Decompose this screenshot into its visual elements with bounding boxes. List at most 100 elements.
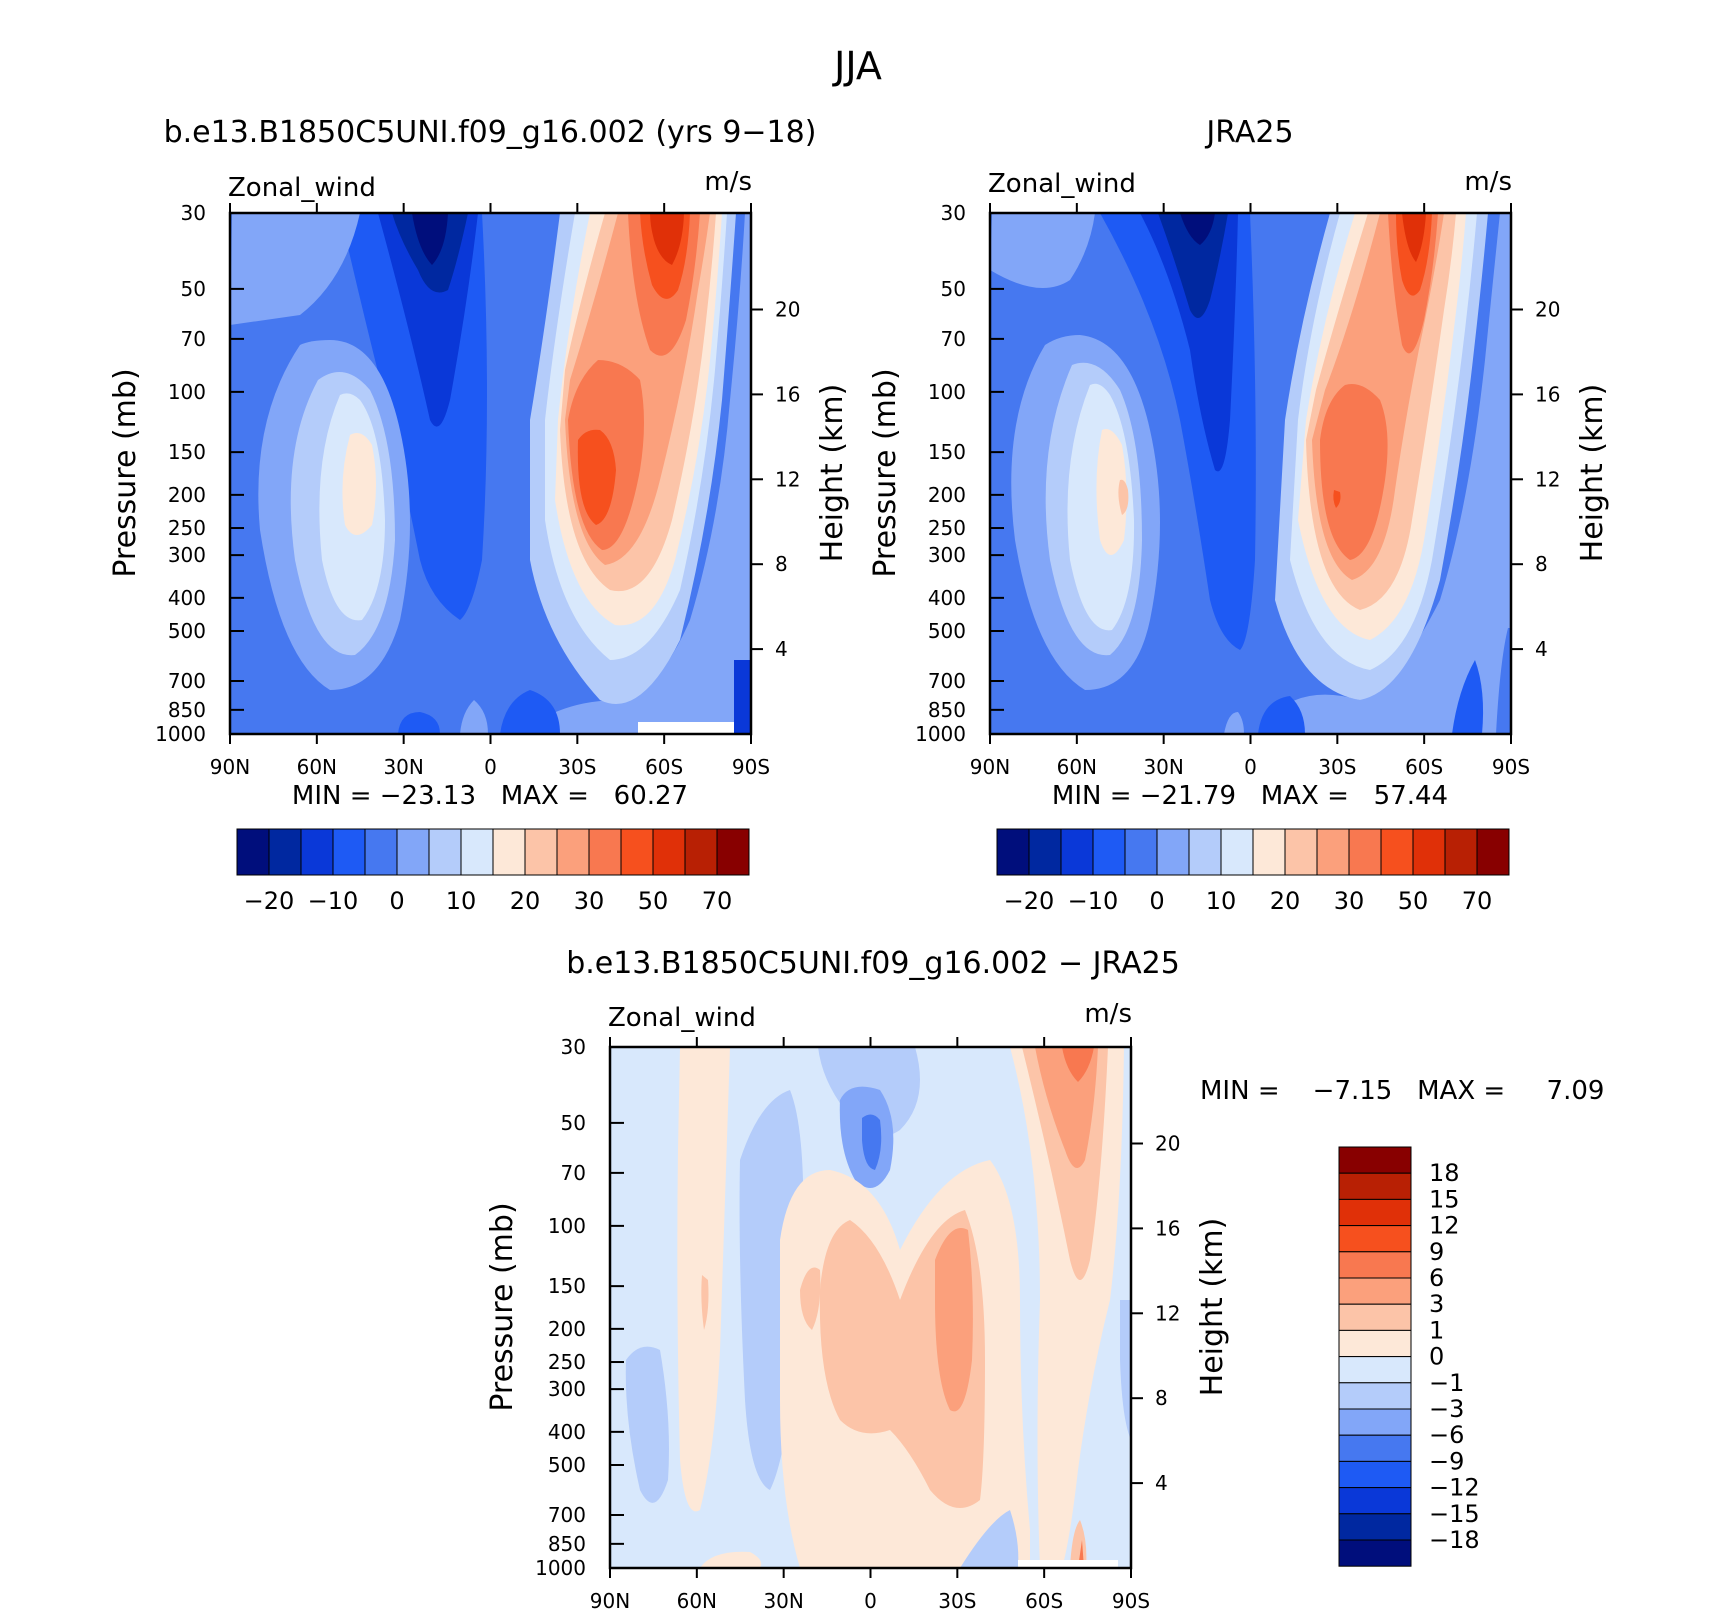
- colorbar-label: 50: [1398, 887, 1429, 915]
- panel-title: b.e13.B1850C5UNI.f09_g16.002 (yrs 9−18): [164, 115, 817, 150]
- variable-label: Zonal_wind: [608, 1003, 756, 1033]
- colorbar-swatch: [1220, 828, 1254, 876]
- y-axis-label: Pressure (mb): [108, 368, 143, 577]
- colorbar-swatch: [684, 828, 718, 876]
- variable-label: Zonal_wind: [988, 169, 1136, 199]
- units-label: m/s: [704, 167, 752, 197]
- latitude-axis: 90N 60N 30N 0 30S 60S 90S: [970, 203, 1530, 779]
- height-axis: 4 8 12 16 20: [1511, 297, 1560, 661]
- colorbar-swatch: [1338, 1539, 1412, 1567]
- pressure-tick-label: 850: [548, 1532, 586, 1556]
- lat-tick-label: 90N: [210, 755, 250, 779]
- height-tick-label: 16: [1155, 1216, 1180, 1240]
- height-tick-label: 4: [1155, 1471, 1168, 1495]
- contour-band: [1118, 479, 1129, 515]
- colorbar-label: 10: [446, 887, 477, 915]
- colorbar-swatch: [1338, 1251, 1412, 1279]
- units-label: m/s: [1464, 167, 1512, 197]
- variable-label: Zonal_wind: [228, 173, 376, 203]
- lat-tick-label: 30N: [383, 755, 423, 779]
- colorbar-label: 3: [1429, 1290, 1444, 1318]
- missing-data: [638, 722, 738, 734]
- colorbar-label: 1: [1429, 1316, 1444, 1344]
- height-axis: 4 8 12 16 20: [751, 297, 800, 661]
- contour-band: [734, 660, 751, 734]
- pressure-tick-label: 30: [941, 201, 966, 225]
- height-tick-label: 8: [1155, 1386, 1168, 1410]
- pressure-tick-label: 1000: [535, 1556, 586, 1580]
- panel-title: b.e13.B1850C5UNI.f09_g16.002 − JRA25: [566, 946, 1180, 981]
- colorbar-label: 9: [1429, 1238, 1444, 1266]
- contour-band: [412, 213, 448, 265]
- colorbar-label: −10: [1068, 887, 1119, 915]
- colorbar-label: −15: [1429, 1500, 1480, 1528]
- pressure-tick-label: 50: [941, 277, 966, 301]
- colorbar-obs: −20 −10 0 10 20 30 50 70: [996, 828, 1510, 915]
- height-tick-label: 20: [775, 297, 800, 321]
- contour-band: [800, 1267, 821, 1330]
- colorbar-swatch: [556, 828, 590, 876]
- y2-axis-label: Height (km): [815, 384, 850, 563]
- pressure-tick-label: 100: [548, 1214, 586, 1238]
- contour-field: [230, 213, 751, 734]
- pressure-tick-label: 200: [548, 1317, 586, 1341]
- height-tick-label: 12: [1535, 467, 1560, 491]
- pressure-tick-label: 400: [168, 586, 206, 610]
- lat-tick-label: 90S: [1492, 755, 1530, 779]
- colorbar-swatch: [1338, 1356, 1412, 1384]
- panel-model: b.e13.B1850C5UNI.f09_g16.002 (yrs 9−18) …: [108, 115, 850, 915]
- height-tick-label: 16: [775, 382, 800, 406]
- min-max-label: MIN = −7.15 MAX = 7.09: [1200, 1076, 1604, 1106]
- colorbar-swatch: [1338, 1225, 1412, 1253]
- colorbar-label: 20: [510, 887, 541, 915]
- lat-tick-label: 90S: [1112, 1589, 1150, 1611]
- colorbar-swatch: [1188, 828, 1222, 876]
- colorbar-swatch: [428, 828, 462, 876]
- min-max-label: MIN = −23.13 MAX = 60.27: [292, 781, 688, 811]
- colorbar-swatch: [588, 828, 622, 876]
- colorbar-label: −18: [1429, 1526, 1480, 1554]
- colorbar-swatch: [1338, 1487, 1412, 1515]
- contour-band: [500, 690, 560, 734]
- pressure-tick-label: 30: [181, 201, 206, 225]
- pressure-tick-label: 200: [928, 483, 966, 507]
- colorbar-swatch: [1156, 828, 1190, 876]
- lat-tick-label: 30N: [1143, 755, 1183, 779]
- colorbar-swatch: [996, 828, 1030, 876]
- pressure-tick-label: 500: [548, 1453, 586, 1477]
- colorbar-label: 70: [702, 887, 733, 915]
- colorbar-swatch: [1316, 828, 1350, 876]
- contour-band: [1062, 1047, 1094, 1082]
- pressure-tick-label: 1000: [155, 722, 206, 746]
- contour-band: [1120, 1300, 1131, 1440]
- height-tick-label: 4: [1535, 637, 1548, 661]
- colorbar-swatch: [620, 828, 654, 876]
- colorbar-swatch: [524, 828, 558, 876]
- panel-diff: b.e13.B1850C5UNI.f09_g16.002 − JRA25 Zon…: [485, 946, 1604, 1613]
- height-tick-label: 12: [775, 467, 800, 491]
- pressure-tick-label: 400: [548, 1420, 586, 1444]
- colorbar-swatch: [1338, 1303, 1412, 1331]
- pressure-tick-label: 500: [168, 619, 206, 643]
- pressure-tick-label: 700: [928, 669, 966, 693]
- colorbar-swatch: [1028, 828, 1062, 876]
- colorbar-label: −20: [244, 887, 295, 915]
- contour-band: [1224, 712, 1244, 734]
- colorbar-swatch: [1338, 1146, 1412, 1174]
- contour-band: [1402, 213, 1426, 262]
- y-axis-label: Pressure (mb): [868, 368, 903, 577]
- contour-band: [1180, 213, 1215, 245]
- colorbar-swatch: [492, 828, 526, 876]
- pressure-tick-label: 300: [928, 543, 966, 567]
- pressure-tick-label: 850: [168, 698, 206, 722]
- pressure-tick-label: 200: [168, 483, 206, 507]
- lat-tick-label: 30S: [1318, 755, 1356, 779]
- colorbar-label: −6: [1429, 1421, 1464, 1449]
- pressure-tick-label: 150: [548, 1274, 586, 1298]
- colorbar-swatch: [236, 828, 270, 876]
- colorbar-swatch: [716, 828, 750, 876]
- min-max-label: MIN = −21.79 MAX = 57.44: [1052, 781, 1448, 811]
- contour-band: [625, 1346, 669, 1503]
